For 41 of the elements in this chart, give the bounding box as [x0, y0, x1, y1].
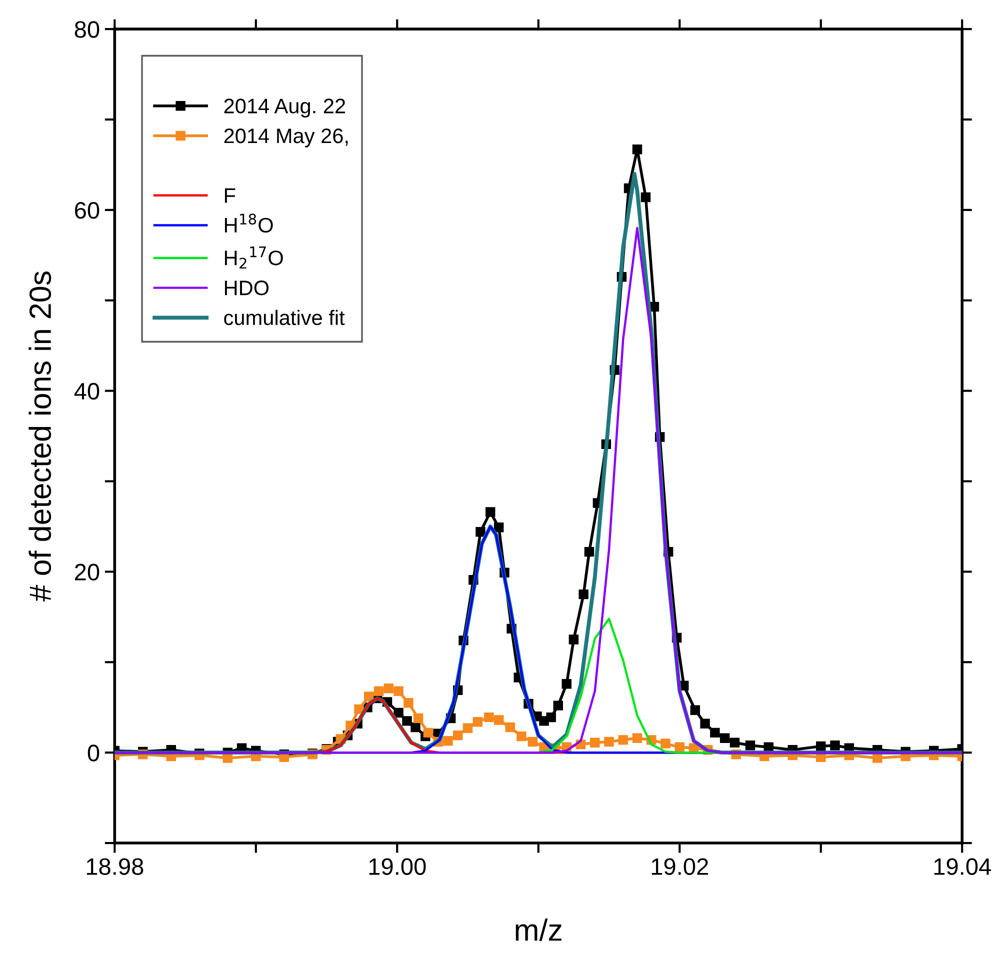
point	[453, 730, 463, 740]
legend-label: 2014 May 26,	[224, 128, 348, 148]
point	[618, 735, 628, 745]
point	[404, 698, 414, 708]
point	[364, 692, 374, 702]
x-tick-label: 19.04	[934, 858, 991, 875]
legend-label: H$^{18}$O	[224, 214, 273, 233]
legend-label: H$_{2}$$^{17}$O	[224, 246, 283, 269]
y-tick-label: 60	[75, 202, 100, 219]
x-tick-label: 18.98	[86, 858, 144, 875]
y-tick-label: 80	[74, 21, 100, 38]
y-tick-label: 0	[88, 744, 100, 762]
point	[413, 713, 424, 724]
legend-label: 2014 Aug. 22	[224, 98, 346, 118]
point	[374, 686, 384, 696]
point	[394, 686, 404, 696]
point	[462, 723, 473, 734]
point	[484, 712, 494, 722]
point	[660, 738, 670, 748]
y-axis-title: # of detected ions in 20s	[28, 272, 52, 602]
y-tick-label: 40	[74, 382, 100, 400]
point	[604, 736, 614, 747]
point	[632, 733, 642, 743]
y-tick-label: 20	[75, 564, 100, 580]
point	[443, 736, 453, 746]
legend-label: F	[224, 188, 236, 203]
legend-label: cumulative fit	[224, 310, 345, 326]
point	[528, 736, 538, 747]
legend-label: HDO	[224, 280, 269, 296]
point	[516, 731, 526, 742]
point	[494, 715, 504, 725]
point	[384, 684, 394, 694]
point	[590, 738, 600, 748]
point	[354, 704, 364, 714]
x-axis-title: m/z	[516, 918, 562, 941]
x-tick-label: 19.00	[369, 858, 426, 875]
point	[674, 742, 684, 752]
x-tick-label: 19.02	[652, 858, 708, 875]
point	[472, 716, 483, 727]
point	[423, 728, 434, 738]
point	[505, 722, 515, 732]
